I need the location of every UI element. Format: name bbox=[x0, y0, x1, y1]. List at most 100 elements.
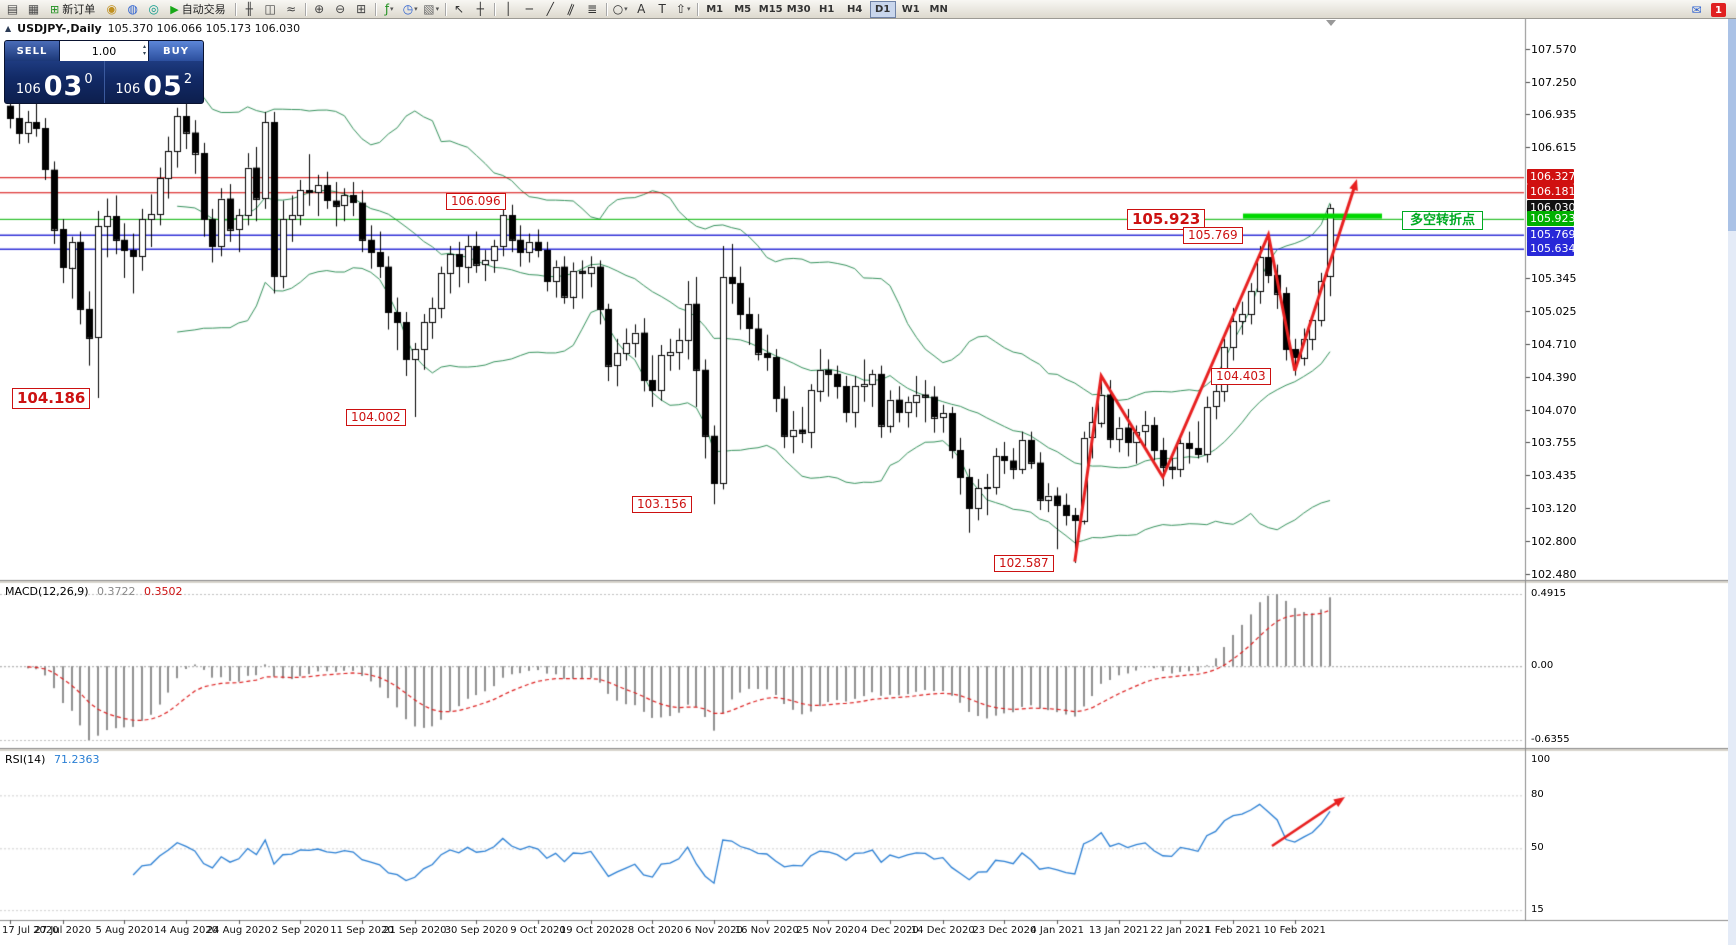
cursor-tool-icon: ↖ bbox=[454, 2, 465, 16]
price-callout[interactable]: 105.769 bbox=[1183, 226, 1243, 244]
macd-axis-label: -0.6355 bbox=[1531, 734, 1570, 745]
vertical-line-tool-icon[interactable]: │ bbox=[498, 1, 519, 17]
sell-price-big: 03 bbox=[43, 71, 84, 102]
buy-price[interactable]: 106 05 2 bbox=[105, 61, 204, 103]
dropdown-arrow-icon[interactable]: ▾ bbox=[390, 5, 394, 13]
rsi-axis-label: 50 bbox=[1531, 842, 1544, 853]
time-tick-label: 14 Aug 2020 bbox=[153, 925, 219, 936]
time-tick-label: 24 Aug 2020 bbox=[206, 925, 271, 936]
tile-windows-icon[interactable]: ⊞ bbox=[351, 1, 372, 17]
bar-chart-mode-icon[interactable]: ╫ bbox=[239, 1, 260, 17]
cursor-tool-icon[interactable]: ↖ bbox=[449, 1, 470, 17]
timeframe-m5[interactable]: M5 bbox=[734, 3, 752, 15]
time-tick-label: 1 Feb 2021 bbox=[1205, 925, 1262, 936]
zoom-in-icon[interactable]: ⊕ bbox=[309, 1, 330, 17]
spinner-down-icon[interactable]: ▾ bbox=[142, 50, 146, 57]
macd-signal-value: 0.3502 bbox=[144, 585, 183, 598]
channel-tool-icon[interactable]: ∥ bbox=[561, 1, 582, 17]
templates-menu-icon: ▧ bbox=[423, 2, 435, 16]
price-tick: 103.755 bbox=[1531, 436, 1577, 450]
time-tick-label: 11 Sep 2020 bbox=[330, 925, 394, 936]
price-callout[interactable]: 105.923 bbox=[1127, 208, 1206, 230]
candlestick-mode-icon[interactable]: ◫ bbox=[260, 1, 281, 17]
metaeditor-icon: ◉ bbox=[106, 2, 117, 16]
dropdown-arrow-icon[interactable]: ▾ bbox=[624, 5, 628, 13]
scrollbar-thumb[interactable] bbox=[1728, 19, 1736, 231]
volume-spinner[interactable]: ▴ ▾ bbox=[143, 43, 146, 57]
timeframe-mn[interactable]: MN bbox=[929, 3, 948, 15]
price-callout[interactable]: 104.186 bbox=[12, 388, 91, 410]
periods-menu-icon[interactable]: ◷ ▾ bbox=[400, 1, 421, 17]
price-badge: 105.634 bbox=[1527, 240, 1576, 256]
timeframe-m1[interactable]: M1 bbox=[706, 3, 724, 15]
text-tool-icon[interactable]: A bbox=[631, 1, 652, 17]
autotrading-button[interactable]: ▶ 自动交易 bbox=[164, 1, 231, 17]
price-callout[interactable]: 102.587 bbox=[994, 554, 1054, 572]
notification-badge[interactable]: 1 bbox=[1711, 3, 1726, 17]
toolbar-separator bbox=[493, 2, 495, 16]
templates-menu-icon[interactable]: ▧ ▾ bbox=[421, 1, 442, 17]
arrows-menu-icon[interactable]: ⇧ ▾ bbox=[673, 1, 694, 17]
dropdown-arrow-icon[interactable]: ▾ bbox=[686, 5, 691, 13]
trendline-tool-icon[interactable]: ╱ bbox=[540, 1, 561, 17]
new-order-button[interactable]: ⊞ 新订单 bbox=[44, 1, 101, 17]
time-tick-label: 22 Jan 2021 bbox=[1150, 925, 1211, 936]
market-watch-icon[interactable]: ◎ bbox=[143, 1, 164, 17]
indicators-menu-icon[interactable]: ƒ ▾ bbox=[379, 1, 400, 17]
line-chart-mode-icon[interactable]: ≈ bbox=[281, 1, 302, 17]
timeframe-d1[interactable]: D1 bbox=[869, 0, 896, 18]
dropdown-arrow-icon[interactable]: ▾ bbox=[435, 5, 440, 13]
price-tick: 102.480 bbox=[1531, 567, 1577, 581]
buy-button[interactable]: BUY bbox=[148, 41, 203, 61]
zoom-out-icon[interactable]: ⊖ bbox=[330, 1, 351, 17]
note-box[interactable]: 多空转折点 bbox=[1402, 211, 1484, 231]
chart-shift-marker[interactable] bbox=[1326, 20, 1336, 26]
text-tool-icon: A bbox=[637, 2, 646, 16]
macd-value: 0.3722 bbox=[97, 585, 136, 598]
timeframe-w1[interactable]: W1 bbox=[901, 3, 920, 15]
price-callout[interactable]: 103.156 bbox=[632, 496, 692, 514]
timeframe-h4[interactable]: H4 bbox=[847, 3, 863, 15]
macd-axis-label: 0.4915 bbox=[1531, 588, 1566, 599]
history-center-icon[interactable]: ◍ bbox=[122, 1, 143, 17]
timeframe-m15[interactable]: M15 bbox=[758, 3, 783, 15]
buy-price-pip: 2 bbox=[183, 72, 193, 87]
zoom-in-icon: ⊕ bbox=[314, 2, 325, 16]
sell-button[interactable]: SELL bbox=[5, 41, 60, 61]
price-callout[interactable]: 106.096 bbox=[446, 193, 506, 211]
price-badge: 105.923 bbox=[1527, 210, 1576, 226]
time-axis[interactable]: 17 Jul 2020 27 Jul 2020 5 Aug 2020 14 Aug 2… bbox=[0, 923, 1530, 941]
horizontal-line-tool-icon[interactable]: ─ bbox=[519, 1, 540, 17]
volume-input[interactable]: 1.00 ▴ ▾ bbox=[60, 41, 148, 61]
sell-price[interactable]: 106 03 0 bbox=[5, 61, 105, 103]
spinner-up-icon[interactable]: ▴ bbox=[142, 43, 146, 50]
new-chart-icon[interactable]: ▤ bbox=[2, 1, 23, 17]
chart-profiles-icon[interactable]: ▦ bbox=[23, 1, 44, 17]
metaeditor-icon[interactable]: ◉ bbox=[101, 1, 122, 17]
vertical-scrollbar[interactable] bbox=[1728, 19, 1736, 945]
label-tool-icon[interactable]: T bbox=[652, 1, 673, 17]
rsi-axis-label: 15 bbox=[1531, 904, 1544, 915]
volume-value: 1.00 bbox=[91, 44, 117, 58]
fibonacci-tool-icon[interactable]: ≣ bbox=[582, 1, 603, 17]
candlestick-mode-icon: ◫ bbox=[264, 2, 276, 16]
one-click-collapse-toggle[interactable]: ▲ bbox=[5, 24, 12, 33]
symbol-period-label: USDJPY-,Daily bbox=[17, 22, 102, 35]
crosshair-tool-icon[interactable]: ┼ bbox=[470, 1, 491, 17]
price-callout[interactable]: 104.002 bbox=[346, 409, 406, 426]
timeframe-m30[interactable]: M30 bbox=[786, 3, 811, 15]
shapes-menu-icon[interactable]: ○ ▾ bbox=[610, 1, 631, 17]
buy-price-prefix: 106 bbox=[115, 82, 141, 97]
buy-price-big: 05 bbox=[143, 71, 183, 102]
notifications-icon[interactable]: ✉ bbox=[1691, 3, 1702, 17]
price-callout[interactable]: 104.403 bbox=[1211, 367, 1271, 385]
rsi-name: RSI(14) bbox=[5, 753, 46, 766]
dropdown-arrow-icon[interactable]: ▾ bbox=[414, 5, 418, 13]
shapes-menu-icon: ○ bbox=[612, 2, 624, 16]
price-badge: 106.181 bbox=[1527, 184, 1576, 200]
line-chart-mode-icon: ≈ bbox=[286, 2, 297, 16]
vertical-line-tool-icon: │ bbox=[504, 2, 512, 16]
price-tick: 106.615 bbox=[1531, 141, 1577, 155]
timeframe-h1[interactable]: H1 bbox=[819, 3, 835, 15]
